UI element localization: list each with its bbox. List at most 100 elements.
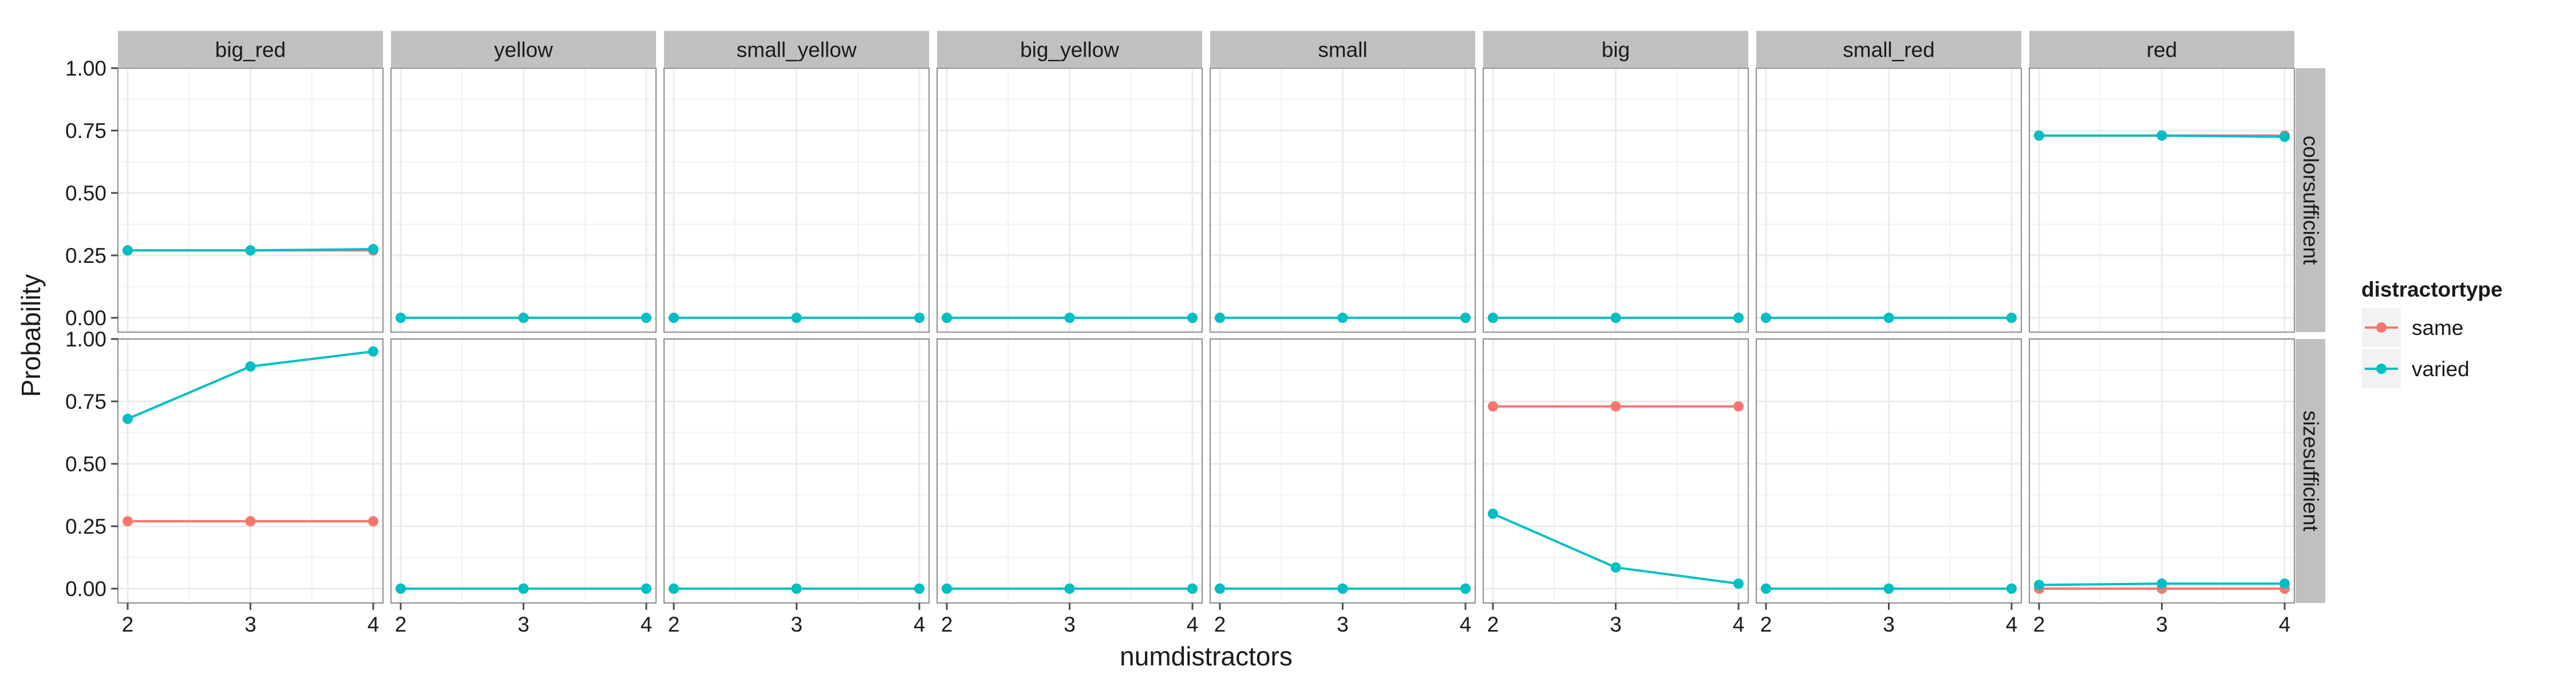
data-point-varied — [1488, 508, 1498, 519]
x-tick-label: 2 — [1760, 613, 1772, 636]
facet-label-red: red — [2147, 38, 2177, 62]
data-point-same — [368, 516, 378, 527]
panel-border — [937, 68, 1203, 333]
y-tick-label: 0.75 — [65, 390, 106, 413]
y-axis-title: Probability — [16, 274, 46, 397]
facet-strip-small_yellow — [664, 31, 929, 68]
data-point-varied — [123, 413, 133, 424]
data-point-varied — [1337, 313, 1348, 323]
y-tick-label: 0.00 — [65, 577, 106, 601]
legend-label-same: same — [2412, 316, 2463, 340]
data-point-varied — [245, 361, 256, 372]
x-tick-label: 2 — [2033, 613, 2045, 636]
data-point-varied — [396, 313, 406, 323]
data-point-varied — [641, 313, 651, 323]
data-point-varied — [2034, 579, 2044, 590]
data-point-varied — [641, 583, 651, 594]
data-point-varied — [2034, 130, 2044, 141]
x-tick-label: 3 — [517, 613, 530, 636]
x-tick-label: 2 — [1214, 613, 1226, 636]
y-tick-label: 1.00 — [65, 328, 106, 351]
data-point-varied — [1460, 313, 1471, 323]
facet-strip-small — [1210, 31, 1475, 68]
facet-label-big_red: big_red — [215, 38, 286, 62]
data-point-varied — [1733, 578, 1744, 589]
panel-border — [663, 68, 930, 333]
facet-label-colorsufficient: colorsufficient — [2299, 136, 2322, 265]
x-tick-label: 4 — [914, 613, 926, 636]
x-tick-label: 2 — [1487, 613, 1499, 636]
data-point-varied — [1215, 313, 1225, 323]
data-point-varied — [1610, 313, 1621, 323]
data-point-varied — [2006, 583, 2017, 594]
panel-border — [117, 68, 384, 333]
x-tick-label: 3 — [791, 613, 803, 636]
x-tick-label: 3 — [1610, 613, 1622, 636]
data-point-same — [1733, 401, 1744, 412]
data-point-same — [123, 516, 133, 527]
x-tick-label: 4 — [1460, 613, 1472, 636]
legend-title: distractortype — [2361, 278, 2503, 301]
facet-strip-yellow — [391, 31, 656, 68]
data-point-varied — [396, 583, 406, 594]
panel-border — [2029, 68, 2295, 333]
x-tick-label: 3 — [244, 613, 256, 636]
x-tick-label: 4 — [641, 613, 653, 636]
panel-border — [1210, 68, 1476, 333]
y-tick-label: 0.25 — [65, 244, 106, 267]
data-point-varied — [1215, 583, 1225, 594]
facet-strip-small_red — [1756, 31, 2021, 68]
data-point-varied — [1610, 562, 1621, 573]
data-point-varied — [669, 583, 679, 594]
facet-label-small_yellow: small_yellow — [737, 38, 857, 62]
y-tick-label: 1.00 — [65, 57, 106, 80]
facet-strip-big_yellow — [937, 31, 1202, 68]
data-point-varied — [245, 245, 256, 256]
data-point-varied — [1761, 313, 1771, 323]
data-point-varied — [791, 313, 802, 323]
x-tick-label: 3 — [1337, 613, 1349, 636]
data-point-varied — [1733, 313, 1744, 323]
facet-strip-big — [1483, 31, 1748, 68]
x-tick-label: 4 — [1187, 613, 1199, 636]
x-tick-label: 4 — [2279, 613, 2291, 636]
x-tick-label: 2 — [122, 613, 134, 636]
data-point-varied — [669, 313, 679, 323]
x-tick-label: 4 — [2006, 613, 2018, 636]
data-point-varied — [2006, 313, 2017, 323]
data-point-varied — [2156, 578, 2167, 589]
legend-label-varied: varied — [2412, 357, 2470, 381]
data-point-varied — [1064, 583, 1075, 594]
x-axis-title: numdistractors — [1120, 641, 1293, 671]
data-point-varied — [1064, 313, 1075, 323]
data-point-varied — [1460, 583, 1471, 594]
data-point-varied — [1187, 583, 1198, 594]
data-point-varied — [1761, 583, 1771, 594]
x-tick-label: 3 — [1064, 613, 1076, 636]
panel-border — [1483, 68, 1749, 333]
facet-label-small_red: small_red — [1843, 38, 1934, 62]
facet-label-sizesufficient: sizesufficient — [2299, 411, 2322, 532]
x-tick-label: 3 — [2156, 613, 2168, 636]
x-tick-label: 4 — [368, 613, 380, 636]
data-point-same — [245, 516, 256, 527]
facet-label-small: small — [1318, 38, 1367, 62]
panel-border — [1756, 68, 2022, 333]
data-point-varied — [123, 245, 133, 256]
data-point-varied — [791, 583, 802, 594]
y-tick-label: 0.00 — [65, 306, 106, 330]
y-tick-label: 0.75 — [65, 119, 106, 143]
x-tick-label: 2 — [941, 613, 953, 636]
data-point-same — [1488, 401, 1498, 412]
data-point-varied — [518, 313, 529, 323]
data-point-varied — [942, 313, 952, 323]
x-tick-label: 2 — [395, 613, 407, 636]
facet-strip-sizesufficient — [2296, 339, 2325, 603]
x-tick-label: 4 — [1733, 613, 1745, 636]
legend-point-varied — [2376, 364, 2387, 374]
data-point-varied — [1187, 313, 1198, 323]
data-point-varied — [2156, 130, 2167, 141]
data-point-varied — [368, 244, 378, 255]
y-tick-label: 0.25 — [65, 515, 106, 538]
